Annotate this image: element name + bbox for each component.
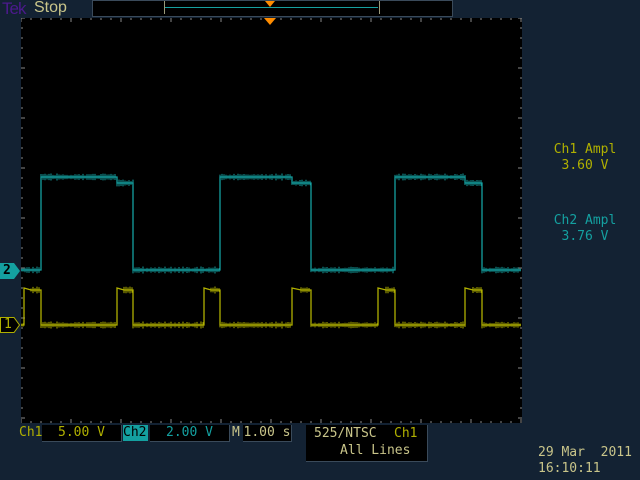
- trigger-position-icon: [264, 18, 276, 25]
- trigger-mode: 525/NTSC: [314, 426, 377, 441]
- ch1-marker-label: 1: [4, 317, 12, 332]
- ch2-ampl-value: 3.76 V: [561, 229, 609, 244]
- ch2-trace-noise: [20, 173, 521, 274]
- waveform-display: [20, 17, 522, 423]
- ch2-trace: [21, 176, 521, 271]
- date: 29 Mar 2011: [538, 445, 632, 460]
- trigger-source: Ch1: [394, 426, 418, 441]
- timebase-scale[interactable]: 1.00 s: [243, 425, 292, 442]
- tek-logo: Tek: [2, 0, 26, 18]
- ch1-label[interactable]: Ch1: [19, 425, 43, 440]
- record-trace: [165, 7, 378, 8]
- ch1-trace-noise: [20, 286, 521, 329]
- ch2-amplitude-measurement: Ch2 Ampl 3.76 V: [535, 213, 635, 245]
- ch2-ground-marker[interactable]: 2: [0, 263, 20, 279]
- graticule: [20, 17, 522, 423]
- acquisition-state: Stop: [34, 0, 67, 16]
- timebase-label[interactable]: M: [232, 425, 240, 440]
- record-trigger-icon: [265, 1, 275, 7]
- ch1-scale[interactable]: 5.00 V: [42, 425, 122, 442]
- trigger-lines: All Lines: [340, 443, 411, 458]
- ch1-ampl-label: Ch1 Ampl: [553, 142, 617, 157]
- ch2-label[interactable]: Ch2: [123, 425, 148, 441]
- ch1-trace: [21, 287, 521, 326]
- ch1-amplitude-measurement: Ch1 Ampl 3.60 V: [535, 142, 635, 174]
- trigger-readout[interactable]: 525/NTSC Ch1 All Lines: [306, 425, 428, 462]
- ch2-scale[interactable]: 2.00 V: [150, 425, 230, 442]
- record-window-bracket: [164, 1, 380, 14]
- ch1-ampl-value: 3.60 V: [561, 158, 609, 173]
- ch2-marker-label: 2: [3, 263, 11, 278]
- ch1-ground-marker[interactable]: 1: [0, 317, 21, 333]
- record-view: [92, 0, 453, 17]
- time: 16:10:11: [538, 461, 601, 476]
- ch2-ampl-label: Ch2 Ampl: [553, 213, 617, 228]
